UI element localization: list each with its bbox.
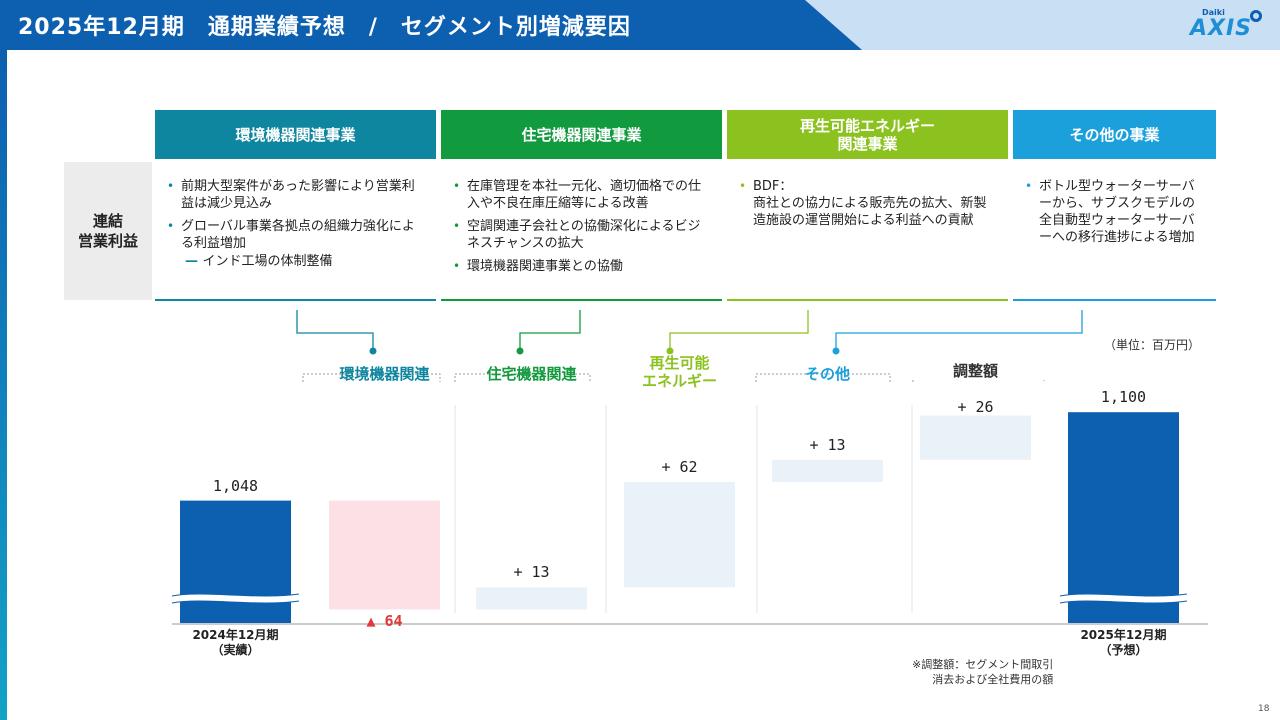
bullet-icon: • [453,259,461,273]
segment-bullet: • グローバル事業各拠点の組織力強化による利益増加 [167,219,415,251]
segment-header-3: 再生可能エネルギー 関連事業 [727,110,1008,159]
increase-bar [772,459,883,482]
segment-bullet: • BDF： 商社との協力による販売先の拡大、新製造施設の運営開始による利益への貢… [739,179,987,228]
category-label: 再生可能 エネルギー [604,354,755,390]
bullet-icon: • [739,179,747,193]
unit-label: （単位：百万円） [1104,338,1201,352]
axis-break-line [171,600,300,604]
category-label: 2025年12月期 （予想） [1080,628,1167,657]
segment-sub-item: — インド工場の体制整備 [185,254,333,269]
category-label: 調整額 [900,362,1051,380]
axis-break-line [1059,593,1188,597]
bullet-icon: • [167,219,175,233]
data-label: + 13 [809,435,846,454]
segment-body-3: • BDF： 商社との協力による販売先の拡大、新製造施設の運営開始による利益への貢… [727,162,1008,300]
axis-break-line [1059,600,1188,604]
segment-bullet: • 空調関連子会社との協働深化によるビジネスチャンスの拡大 [453,219,701,251]
segment-header-1: 環境機器関連事業 [155,110,436,159]
bullet-icon: • [453,219,461,233]
segment-header-2: 住宅機器関連事業 [441,110,722,159]
decrease-bar [329,500,440,610]
segment-header-4: その他の事業 [1013,110,1216,159]
connector-dot-icon [516,347,524,355]
connector-dot-icon [369,347,377,355]
segment-bullet: • 在庫管理を本社一元化、適切価格での仕入や不良在庫圧縮等による改善 [453,179,702,211]
segment-underline [727,299,1008,301]
page-title: 2025年12月期 通期業績予想 / セグメント別増減要因 [18,15,631,40]
data-label: 1,100 [1100,388,1147,407]
category-label: 2024年12月期 （実績） [192,628,279,657]
bullet-icon: • [167,179,175,193]
segment-underline [1013,299,1216,301]
data-label: ▲ 64 [366,612,403,631]
logo-ring-icon [1250,10,1262,22]
segment-bullet: • 環境機器関連事業との協働 [453,259,623,274]
axis-break-icon [172,594,299,603]
connector-line [296,310,374,350]
segment-bullet: • ボトル型ウォーターサーバーから、サブスクモデルの全自動型ウォーターサーバーへの… [1025,179,1196,245]
total-bar [180,500,291,623]
header-title-band [0,0,862,50]
category-label: その他 [804,365,850,383]
segment-body-4: • ボトル型ウォーターサーバーから、サブスクモデルの全自動型ウォーターサーバーへの… [1013,162,1216,300]
axis-break-line [171,593,300,597]
connector-dot-icon [832,347,840,355]
segment-underline [441,299,722,301]
total-bar [1068,412,1179,623]
footnote: ※調整額：セグメント間取引 消去および全社費用の額 [912,658,1054,686]
increase-bar [624,481,735,588]
category-label: 住宅機器関連 [486,365,577,383]
segment-underline [155,299,436,301]
segment-body-1: • 前期大型案件があった影響により営業利益は減少見込み • グローバル事業各拠点の組織… [155,162,436,300]
data-label: + 26 [957,397,994,416]
data-label: 1,048 [212,476,259,495]
data-label: + 62 [661,457,698,476]
connector-line [669,310,809,350]
data-label: + 13 [513,563,550,582]
bullet-icon: • [453,179,461,193]
connector-line [835,310,1083,350]
row-header-operating-profit: 連結 営業利益 [64,162,152,300]
dash-icon: — [185,254,203,269]
increase-bar [476,587,587,610]
segment-body-2: • 在庫管理を本社一元化、適切価格での仕入や不良在庫圧縮等による改善 • 空調関連子会… [441,162,722,300]
bullet-icon: • [1025,179,1033,193]
page-number: 18 [1258,704,1270,714]
increase-bar [920,415,1031,460]
segment-bullet: • 前期大型案件があった影響により営業利益は減少見込み [167,179,415,211]
connector-line [519,310,581,350]
axis-break-icon [1060,594,1187,603]
company-logo: Daiki AXIS [1188,8,1270,42]
left-accent-bar [0,50,7,720]
category-label: 環境機器関連 [339,365,430,383]
